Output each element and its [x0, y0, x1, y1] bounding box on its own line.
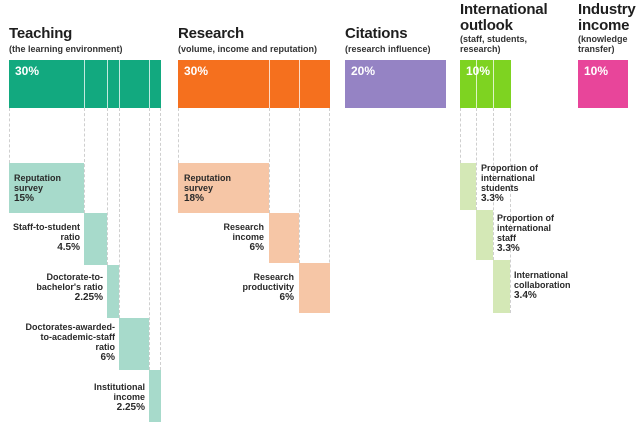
teaching-item-reputation: Reputation survey 15%: [14, 173, 61, 204]
international-students-box: [460, 163, 476, 210]
teaching-reputation-box: [9, 163, 84, 213]
international-item-staff: Proportion of international staff 3.3%: [497, 213, 554, 254]
citations-weight: 20%: [351, 64, 376, 78]
industry-subtitle: (knowledge transfer): [578, 34, 628, 54]
international-staff-box: [476, 210, 493, 260]
research-item-income: Research income 6%: [223, 222, 264, 253]
international-item-collaboration: International collaboration 3.4%: [514, 270, 571, 301]
research-subtitle: (volume, income and reputation): [178, 44, 318, 54]
teaching-item-doctorates-awarded: Doctorates-awarded- to-academic-staff ra…: [25, 322, 115, 363]
research-reputation-box: [178, 163, 269, 213]
research-bar: 30%: [178, 60, 330, 108]
international-item-students: Proportion of international students 3.3…: [481, 163, 538, 204]
industry-title: Industry income: [578, 1, 636, 34]
international-weight: 10%: [466, 64, 491, 78]
teaching-doctorate-bachelor-box: [107, 265, 119, 318]
research-income-box: [269, 213, 299, 263]
teaching-bar: 30%: [9, 60, 161, 108]
teaching-institutional-income-box: [149, 370, 161, 422]
international-collaboration-box: [493, 260, 510, 313]
citations-subtitle: (research influence): [345, 44, 431, 54]
teaching-item-staff-ratio: Staff-to-student ratio 4.5%: [13, 222, 80, 253]
industry-bar: 10%: [578, 60, 628, 108]
teaching-staff-ratio-box: [84, 213, 107, 265]
international-bar: 10%: [460, 60, 511, 108]
research-weight: 30%: [184, 64, 209, 78]
citations-bar: 20%: [345, 60, 446, 108]
industry-weight: 10%: [584, 64, 609, 78]
research-productivity-box: [299, 263, 330, 313]
teaching-item-doctorate-bachelor: Doctorate-to- bachelor's ratio 2.25%: [36, 272, 103, 303]
teaching-doctorates-awarded-box: [119, 318, 149, 370]
citations-title: Citations: [345, 25, 408, 42]
teaching-weight: 30%: [15, 64, 40, 78]
teaching-subtitle: (the learning environment): [9, 44, 123, 54]
research-item-reputation: Reputation survey 18%: [184, 173, 231, 204]
international-subtitle: (staff, students, research): [460, 34, 528, 54]
international-title: International outlook: [460, 1, 548, 34]
research-item-productivity: Research productivity 6%: [242, 272, 294, 303]
research-title: Research: [178, 25, 244, 42]
teaching-item-institutional-income: Institutional income 2.25%: [94, 382, 145, 413]
teaching-title: Teaching: [9, 25, 73, 42]
